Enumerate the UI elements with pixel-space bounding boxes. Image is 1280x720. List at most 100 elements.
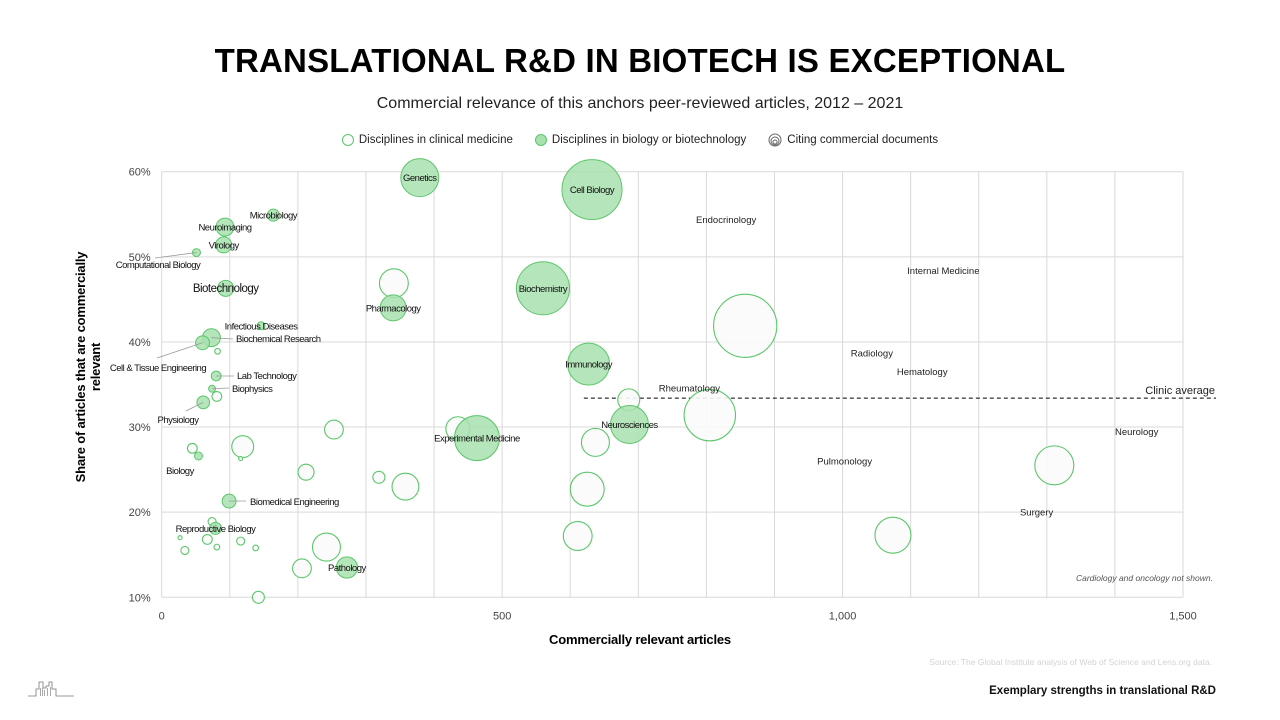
clinical-bubble <box>324 419 344 440</box>
x-tick-label: 1,000 <box>829 610 857 622</box>
clinical-bubble <box>1034 445 1075 486</box>
legend-item-citing: Citing commercial documents <box>768 133 938 147</box>
bubble-label: Pharmacology <box>366 303 421 314</box>
bubble-label: Infectious Diseases <box>225 321 299 332</box>
clinical-bubble <box>713 293 778 358</box>
bubble-label: Biotechnology <box>193 283 259 295</box>
reference-line-group: Clinic average <box>583 385 1216 399</box>
clinical-annotation: Radiology <box>851 349 893 360</box>
biology-bubble <box>561 159 623 221</box>
clinical-bubble <box>562 521 593 551</box>
clinical-bubble <box>180 545 190 556</box>
bubble-label: Neuroimaging <box>198 223 251 234</box>
biology-bubbles <box>191 158 649 579</box>
x-tick-label: 0 <box>159 610 165 622</box>
legend-label-citing: Citing commercial documents <box>787 134 939 146</box>
y-tick-label: 30% <box>129 422 151 434</box>
leader-line <box>211 337 234 340</box>
bubble-labels: Genetics Cell Biology MicrobiologyNeuroima… <box>110 173 1213 583</box>
legend-item-clinical: Disciplines in clinical medicine <box>341 133 513 147</box>
concentric-circles-icon <box>768 133 782 147</box>
biology-bubble <box>400 158 440 198</box>
clinical-bubble <box>292 558 312 579</box>
biology-bubble <box>453 415 500 462</box>
clinical-annotation: Surgery <box>1020 508 1054 519</box>
bubble-label: Biomedical Engineering <box>250 497 339 508</box>
leader-line <box>156 342 203 359</box>
biology-bubble <box>266 208 280 222</box>
x-tick-label: 1,500 <box>1169 610 1197 622</box>
bubble-label: Immunology <box>565 360 612 371</box>
clinical-bubble <box>874 516 912 554</box>
biology-bubble <box>193 451 203 461</box>
city-skyline-logo-icon <box>28 681 74 697</box>
bubble-label: Reproductive Biology <box>176 524 257 535</box>
bubble-label: Lab Technology <box>237 371 297 382</box>
bubble-label: Cell Biology <box>570 185 615 196</box>
biology-bubble <box>215 236 233 254</box>
clinical-bubble <box>569 471 605 507</box>
clinical-bubble <box>186 442 198 454</box>
biology-bubble <box>567 342 611 386</box>
clinical-annotation: Pulmonology <box>817 457 872 468</box>
bubble-label: Biochemical Research <box>236 334 321 345</box>
bubble-label: Computational Biology <box>116 260 201 271</box>
chart-note: Cardiology and oncology not shown. <box>1076 573 1213 583</box>
clinical-bubble <box>251 590 265 604</box>
clinical-bubble <box>201 533 213 545</box>
clinical-annotation: Rheumatology <box>659 383 721 394</box>
leader-line <box>212 387 230 390</box>
clinical-bubble <box>252 544 260 552</box>
y-tick-label: 20% <box>129 507 151 519</box>
footer-tagline: Exemplary strengths in translational R&D <box>989 685 1216 697</box>
y-tick-label: 60% <box>129 167 151 179</box>
legend-item-biology: Disciplines in biology or biotechnology <box>534 133 747 147</box>
legend-label-clinical: Disciplines in clinical medicine <box>358 134 513 146</box>
bubble-label: Biophysics <box>232 384 273 395</box>
clinical-bubbles <box>177 268 1075 604</box>
biology-bubble <box>609 405 649 444</box>
clinical-bubble <box>236 536 246 546</box>
clinical-bubble <box>311 532 342 562</box>
clinical-annotation: Hematology <box>897 367 948 378</box>
clinical-bubble <box>177 535 183 541</box>
clinical-bubble <box>238 456 244 462</box>
x-axis-title: Commercially relevant articles <box>549 632 731 647</box>
clinical-bubble <box>211 390 223 402</box>
biology-bubble <box>208 521 222 535</box>
bubble-label: Biology <box>166 466 194 477</box>
clinical-bubble <box>580 427 610 457</box>
open-circle-icon <box>341 134 354 146</box>
y-tick-label: 10% <box>129 592 151 604</box>
clinical-bubble <box>213 543 221 551</box>
bubble-label: Physiology <box>158 415 200 426</box>
bubble-label: Cell & Tissue Engineering <box>110 363 206 374</box>
clinic-average-label: Clinic average <box>1145 385 1215 397</box>
bubble-label: Microbiology <box>250 211 298 222</box>
biology-bubble <box>379 294 407 322</box>
biology-bubble <box>215 217 235 237</box>
y-tick-label: 50% <box>129 252 151 264</box>
clinical-bubble <box>214 347 221 355</box>
clinical-bubble <box>297 463 315 481</box>
bubble-label: Genetics <box>403 173 437 184</box>
source-note: Source: The Global Institute analysis of… <box>929 657 1212 667</box>
legend-label-biology: Disciplines in biology or biotechnology <box>551 134 747 146</box>
clinical-bubble <box>231 435 255 459</box>
clinical-annotation: Neurology <box>1115 427 1159 438</box>
clinical-bubble <box>391 472 420 501</box>
page-subtitle: Commercial relevance of this anchors pee… <box>376 95 904 112</box>
leader-lines <box>154 252 247 502</box>
biology-bubble <box>335 556 358 579</box>
clinical-bubble <box>372 470 386 484</box>
page-title: TRANSLATIONAL R&D IN BIOTECH IS EXCEPTIO… <box>214 42 1066 79</box>
biology-bubble <box>217 279 235 297</box>
clinical-bubble <box>378 268 409 299</box>
x-tick-label: 500 <box>493 610 511 622</box>
chart-legend: Disciplines in clinical medicine Discipl… <box>0 133 1280 147</box>
clinical-annotation: Internal Medicine <box>907 266 979 277</box>
bubble-label: Neurosciences <box>601 420 658 431</box>
bubble-label: Pathology <box>328 563 367 574</box>
bubble-label: Experimental Medicine <box>434 434 520 445</box>
